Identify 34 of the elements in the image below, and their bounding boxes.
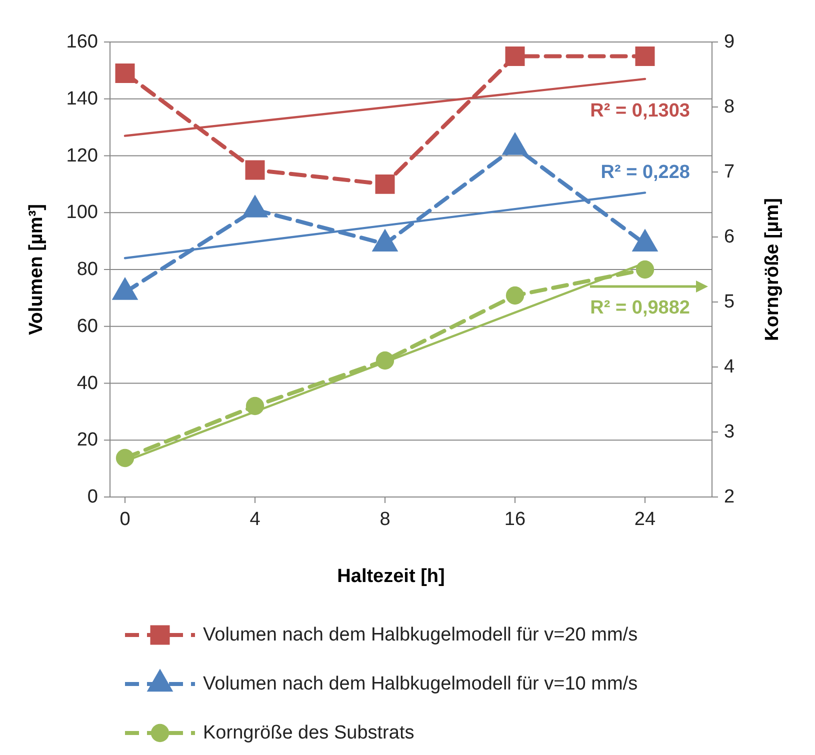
annotation: R² = 0,228 <box>600 162 690 184</box>
y2-tick-label: 4 <box>724 356 735 378</box>
x-tick-label: 16 <box>504 509 526 530</box>
legend-label: Volumen nach dem Halbkugelmodell für v=20 mm/s <box>203 624 638 646</box>
x-tick-label: 8 <box>380 509 390 530</box>
x-tick-label: 4 <box>250 509 261 530</box>
annotation: R² = 0,9882 <box>590 298 690 318</box>
y2-tick-label: 5 <box>724 292 735 312</box>
y2-tick-label: 3 <box>724 422 735 442</box>
x-axis-title: Haltezeit [h] <box>337 566 445 587</box>
y-tick-label: 120 <box>66 145 98 166</box>
point <box>636 260 654 279</box>
y2-tick-label: 7 <box>724 162 735 182</box>
x-tick-label: 24 <box>634 509 656 530</box>
y-tick-label: 80 <box>76 259 98 280</box>
legend-label: Korngröße des Substrats <box>203 722 414 744</box>
y-tick-label: 140 <box>66 88 98 110</box>
y-tick-label: 40 <box>76 372 98 394</box>
y2-tick-label: 2 <box>724 486 735 508</box>
point <box>116 448 134 468</box>
y-tick-label: 160 <box>66 32 98 52</box>
y2-tick-label: 8 <box>724 96 735 118</box>
y2-tick-label: 6 <box>724 226 735 248</box>
y2-axis-title: Korngröße [µm] <box>762 198 783 341</box>
y-tick-label: 0 <box>87 486 98 508</box>
annotation: R² = 0,1303 <box>590 100 690 122</box>
y2-tick-label: 9 <box>724 32 735 52</box>
x-tick-label: 0 <box>120 509 130 530</box>
legend-label: Volumen nach dem Halbkugelmodell für v=10 mm/s <box>203 674 638 694</box>
y-tick-label: 60 <box>76 316 98 337</box>
y-axis-title: Volumen [µm³] <box>26 204 47 335</box>
point <box>506 286 524 305</box>
y-tick-label: 20 <box>76 430 98 451</box>
y-tick-label: 100 <box>66 202 98 224</box>
